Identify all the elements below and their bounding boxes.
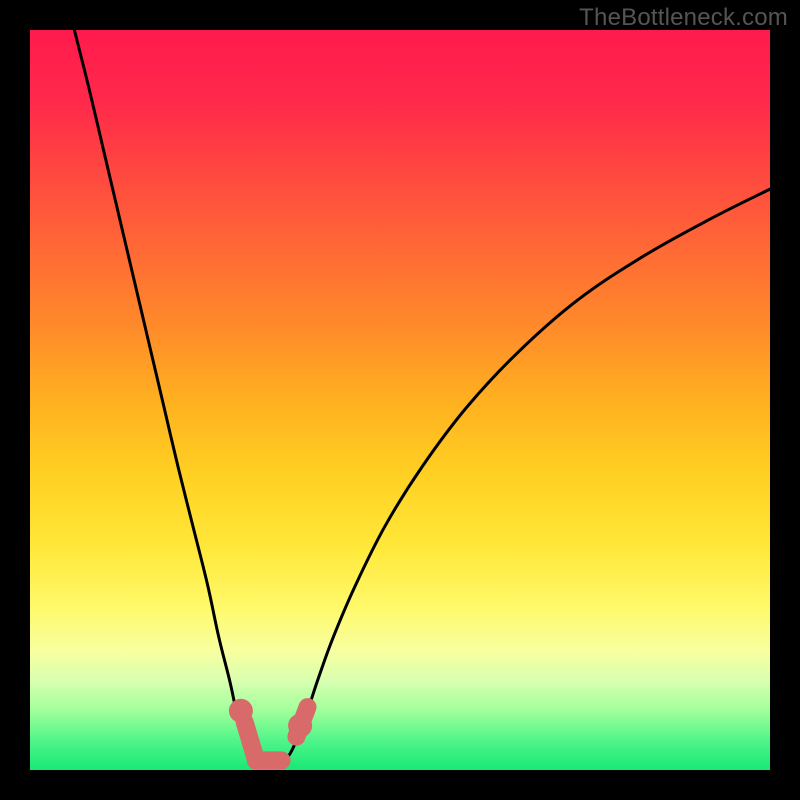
plot-background xyxy=(30,30,770,770)
chart-container: TheBottleneck.com xyxy=(0,0,800,800)
bottleneck-chart xyxy=(0,0,800,800)
marker-segment xyxy=(296,707,307,737)
watermark-text: TheBottleneck.com xyxy=(579,4,788,32)
